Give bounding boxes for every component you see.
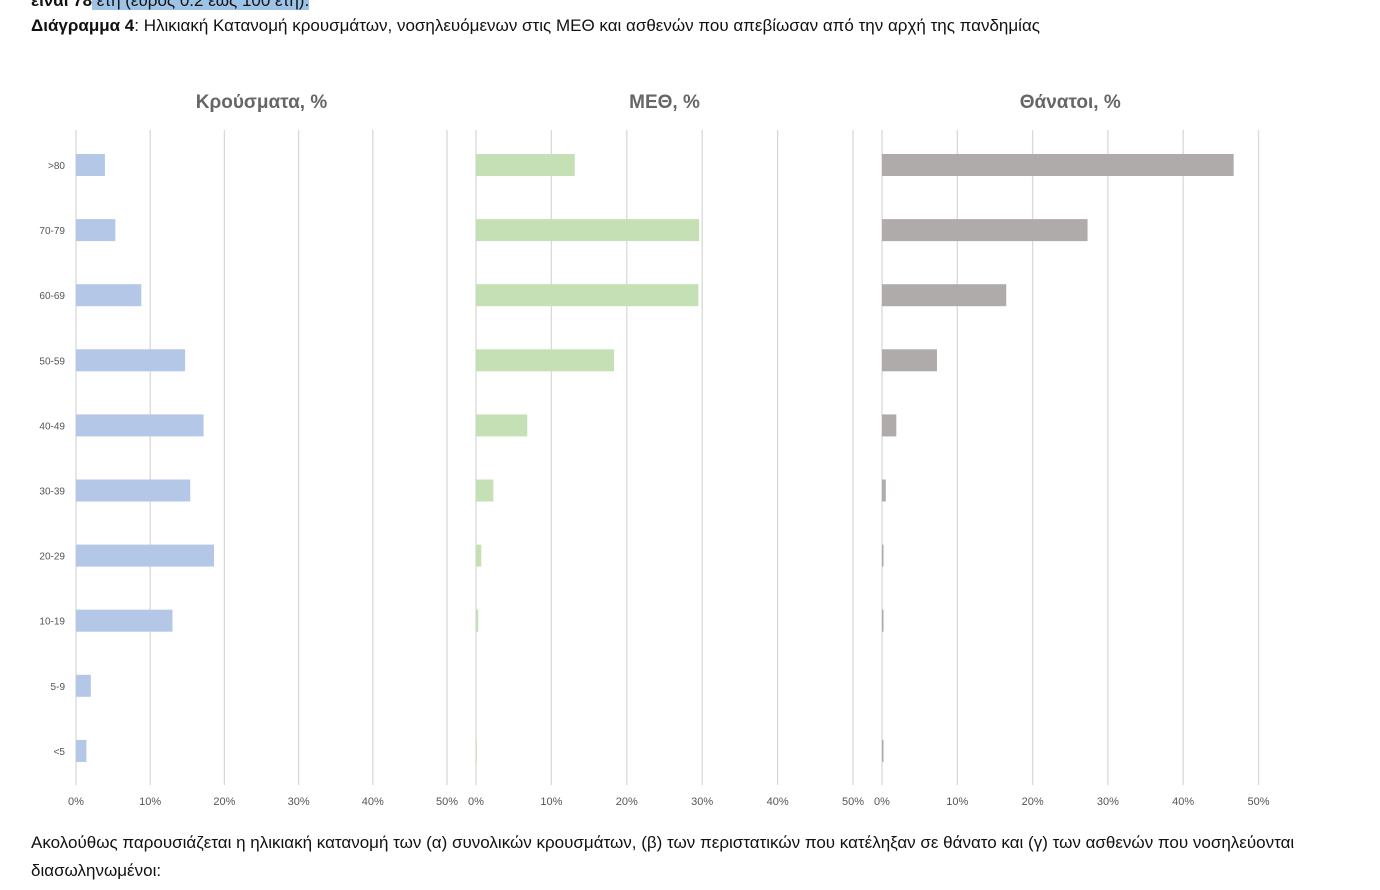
bar xyxy=(882,284,1007,307)
x-tick-label: 50% xyxy=(842,796,864,808)
category-label: 50-59 xyxy=(39,356,65,367)
bar xyxy=(882,154,1234,176)
bar xyxy=(76,739,87,762)
bar xyxy=(476,284,699,307)
x-tick-label: 40% xyxy=(767,796,789,808)
body-paragraph: Ακολούθως παρουσιάζεται η ηλικιακή καταν… xyxy=(31,833,1295,880)
bar xyxy=(76,479,191,502)
bar xyxy=(476,609,479,632)
chart-title: Κρούσματα, % xyxy=(196,92,328,113)
bar xyxy=(476,739,477,762)
x-tick-label: 50% xyxy=(436,796,458,808)
bar xyxy=(476,154,575,176)
bar xyxy=(882,219,1088,242)
category-label: 5-9 xyxy=(51,682,66,693)
x-tick-label: 20% xyxy=(213,796,235,808)
x-tick-label: 40% xyxy=(362,796,384,808)
bar xyxy=(476,544,482,567)
charts-area: Κρούσματα, % 0% 10% 20% 30% 40% 50% >80 70-79 60-… xyxy=(39,92,1269,808)
category-label: 20-29 xyxy=(39,552,65,563)
x-tick-label: 20% xyxy=(1022,796,1044,808)
x-tick-label: 0% xyxy=(468,796,484,808)
median-age: είναι 78 xyxy=(31,0,93,10)
x-tick-label: 0% xyxy=(68,796,84,808)
x-tick-label: 10% xyxy=(946,796,968,808)
category-label: 70-79 xyxy=(39,226,65,237)
bar xyxy=(76,154,105,176)
chart-title: ΜΕΘ, % xyxy=(629,92,700,113)
chart-title: Θάνατοι, % xyxy=(1020,92,1121,113)
bar xyxy=(476,414,528,437)
figure-caption: Διάγραμμα 4: Ηλικιακή Κατανομή κρουσμάτω… xyxy=(31,16,1040,36)
category-label: <5 xyxy=(54,747,66,758)
category-label: 60-69 xyxy=(39,291,65,302)
x-tick-label: 40% xyxy=(1172,796,1194,808)
x-tick-label: 10% xyxy=(540,796,562,808)
bar xyxy=(76,414,204,437)
bar xyxy=(76,349,186,372)
category-label: >80 xyxy=(48,161,65,172)
bar xyxy=(882,544,884,567)
highlighted-text: έτη (εύρος 0.2 έως 100 έτη). xyxy=(92,0,310,10)
bar xyxy=(76,284,142,307)
caption-label: Διάγραμμα 4 xyxy=(31,16,135,35)
x-tick-label: 30% xyxy=(1097,796,1119,808)
bar xyxy=(476,479,494,502)
bar xyxy=(76,674,91,697)
bar xyxy=(76,609,173,632)
x-tick-label: 0% xyxy=(874,796,890,808)
x-tick-label: 50% xyxy=(1247,796,1269,808)
bar xyxy=(76,219,116,242)
x-tick-label: 10% xyxy=(139,796,161,808)
category-label: 40-49 xyxy=(39,421,65,432)
x-tick-label: 30% xyxy=(288,796,310,808)
bar xyxy=(882,739,884,762)
bar xyxy=(476,349,614,372)
previous-paragraph-line: είναι 78 έτη (εύρος 0.2 έως 100 έτη). xyxy=(31,0,310,11)
category-label: 10-19 xyxy=(39,617,65,628)
bar xyxy=(882,609,884,632)
caption-text: : Ηλικιακή Κατανομή κρουσμάτων, νοσηλευό… xyxy=(134,16,1040,35)
bar xyxy=(882,414,897,437)
bar xyxy=(882,349,937,372)
bar xyxy=(76,544,215,567)
category-label: 30-39 xyxy=(39,487,65,498)
x-tick-label: 20% xyxy=(616,796,638,808)
bar xyxy=(476,219,700,242)
x-tick-label: 30% xyxy=(691,796,713,808)
bar xyxy=(882,479,886,502)
